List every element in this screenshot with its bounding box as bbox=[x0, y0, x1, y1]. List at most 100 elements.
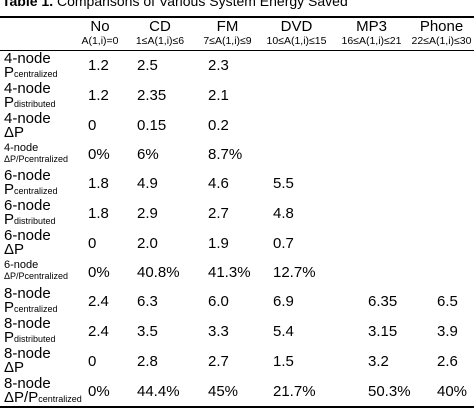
column-header: CD 1≤A(1,i)≤6 bbox=[124, 17, 196, 50]
column-range: 7≤A(1,i)≤9 bbox=[203, 35, 252, 47]
table-cell: 2.8 bbox=[137, 352, 158, 370]
table-cell: 44.4% bbox=[137, 382, 180, 400]
table-row: 8-node Pcentralized 2.4 6.3 6.0 6.9 6.35 6.5 bbox=[0, 286, 474, 316]
table-cell: 0.2 bbox=[208, 117, 229, 134]
table-cell: 45% bbox=[208, 382, 239, 400]
table-row: 4-node Pcentralized 1.2 2.5 2.3 bbox=[0, 50, 474, 81]
column-name: Phone bbox=[419, 18, 464, 35]
row-label-metric-subscript: centralized bbox=[24, 153, 69, 164]
table-cell: 50.3% bbox=[368, 382, 411, 400]
row-label-metric-main: P bbox=[4, 329, 15, 347]
table-cell bbox=[409, 258, 474, 286]
row-label-node: 6-node bbox=[4, 167, 51, 185]
table-row: 8-node ΔP/Pcentralized 0% 44.4% 45% 21.7% 50.3… bbox=[0, 375, 474, 408]
row-label-metric: ΔP bbox=[4, 125, 76, 141]
row-label: 4-node Pcentralized bbox=[0, 50, 76, 81]
table-cell bbox=[409, 50, 474, 81]
row-label-metric: ΔP bbox=[4, 242, 76, 258]
table-cell bbox=[409, 111, 474, 141]
row-label-metric: ΔP bbox=[4, 360, 76, 376]
table-cell: 5.4 bbox=[273, 322, 294, 340]
table-row: 8-node Pdistributed 2.4 3.5 3.3 5.4 3.15 3.9 bbox=[0, 316, 474, 346]
row-label-node: 8-node bbox=[4, 315, 51, 333]
column-range: 10≤A(1,i)≤15 bbox=[266, 35, 327, 47]
row-label-metric-subscript: distributed bbox=[14, 334, 56, 345]
row-label-metric-main: ΔP/P bbox=[4, 153, 25, 164]
table-cell: 6.3 bbox=[137, 292, 158, 310]
row-label: 6-node ΔP/Pcentralized bbox=[0, 258, 76, 286]
table-cell: 3.3 bbox=[208, 322, 229, 340]
table-cell: 2.3 bbox=[208, 57, 229, 74]
row-label: 8-node Pdistributed bbox=[0, 316, 76, 346]
table-cell bbox=[409, 228, 474, 258]
row-label-metric-main: P bbox=[4, 181, 15, 199]
table-cell: 1.8 bbox=[88, 174, 109, 192]
row-label: 8-node ΔP/Pcentralized bbox=[0, 375, 82, 407]
row-label-metric-main: P bbox=[4, 211, 15, 229]
table-cell: 6.9 bbox=[273, 292, 294, 310]
row-label-node: 6-node bbox=[4, 227, 51, 245]
table-row: 4-node ΔP/Pcentralized 0% 6% 8.7% bbox=[0, 141, 474, 169]
row-label-metric: Pcentralized bbox=[4, 299, 76, 317]
row-label-node: 4-node bbox=[4, 109, 51, 127]
row-label-node: 4-node bbox=[4, 141, 39, 154]
row-label-metric-main: P bbox=[4, 299, 15, 317]
row-label-metric-subscript: centralized bbox=[14, 186, 58, 197]
table-cell bbox=[334, 258, 409, 286]
table-cell: 2.6 bbox=[437, 352, 458, 370]
table-cell: 3.2 bbox=[368, 352, 389, 370]
table-title: Comparisons of Various System Energy Sav… bbox=[56, 0, 348, 9]
table-header: No A(1,i)=0 CD 1≤A(1,i)≤6 FM 7≤A(1,i)≤9 DVD 10≤… bbox=[0, 17, 474, 50]
table-cell: 3.9 bbox=[437, 322, 458, 340]
table-body: 4-node Pcentralized 1.2 2.5 2.3 4-node Pdistri… bbox=[0, 50, 474, 408]
row-label-node: 8-node bbox=[4, 345, 51, 363]
row-label-node: 4-node bbox=[4, 79, 51, 97]
column-range: 16≤A(1,i)≤21 bbox=[341, 35, 402, 47]
row-label-metric-subscript: centralized bbox=[38, 394, 82, 405]
table-cell: 8.7% bbox=[208, 145, 243, 163]
column-header: DVD 10≤A(1,i)≤15 bbox=[259, 17, 334, 50]
row-label-metric: Pcentralized bbox=[4, 65, 76, 81]
row-label-node: 8-node bbox=[4, 375, 51, 393]
column-name: CD bbox=[149, 18, 171, 35]
table-cell: 2.4 bbox=[88, 322, 109, 340]
table-cell: 0.15 bbox=[137, 117, 167, 134]
table-cell: 1.2 bbox=[88, 87, 109, 104]
row-label-metric-subscript: distributed bbox=[14, 216, 56, 227]
column-name: MP3 bbox=[356, 18, 387, 35]
table-cell bbox=[259, 50, 334, 81]
table-cell bbox=[409, 141, 474, 169]
row-label-metric-subscript: distributed bbox=[14, 98, 56, 109]
table-row: 4-node ΔP 0 0.15 0.2 bbox=[0, 111, 474, 141]
table-cell: 2.5 bbox=[137, 57, 158, 74]
table-row: 6-node Pcentralized 1.8 4.9 4.6 5.5 bbox=[0, 168, 474, 198]
table-cell: 2.1 bbox=[208, 87, 229, 104]
column-range: 22≤A(1,i)≤30 bbox=[411, 35, 472, 47]
table-cell: 2.0 bbox=[137, 234, 158, 252]
row-label-metric: Pcentralized bbox=[4, 181, 76, 199]
row-label-metric: ΔP/Pcentralized bbox=[4, 154, 76, 165]
table-cell bbox=[334, 81, 409, 111]
row-label-metric-main: P bbox=[4, 93, 15, 111]
table-cell bbox=[334, 228, 409, 258]
header-corner bbox=[0, 17, 76, 50]
row-label-node: 6-node bbox=[4, 197, 51, 215]
table-cell: 4.9 bbox=[137, 174, 158, 192]
table-cell: 1.8 bbox=[88, 204, 109, 222]
row-label: 6-node Pdistributed bbox=[0, 198, 76, 228]
table-cell bbox=[334, 198, 409, 228]
table-row: 6-node ΔP/Pcentralized 0% 40.8% 41.3% 12.7% bbox=[0, 258, 474, 286]
table-cell bbox=[409, 198, 474, 228]
table-cell bbox=[334, 141, 409, 169]
table-caption: Table 1. Comparisons of Various System E… bbox=[2, 0, 348, 9]
table-cell: 2.9 bbox=[137, 204, 158, 222]
table-cell: 2.4 bbox=[88, 292, 109, 310]
table-cell: 0 bbox=[88, 352, 97, 370]
table-cell: 21.7% bbox=[273, 382, 316, 400]
table-cell: 1.9 bbox=[208, 234, 229, 252]
table-row: 4-node Pdistributed 1.2 2.35 2.1 bbox=[0, 81, 474, 111]
table-cell: 1.5 bbox=[273, 352, 294, 370]
table-cell bbox=[259, 141, 334, 169]
row-label-metric-main: ΔP/P bbox=[4, 389, 39, 407]
row-label-metric: Pdistributed bbox=[4, 329, 76, 347]
